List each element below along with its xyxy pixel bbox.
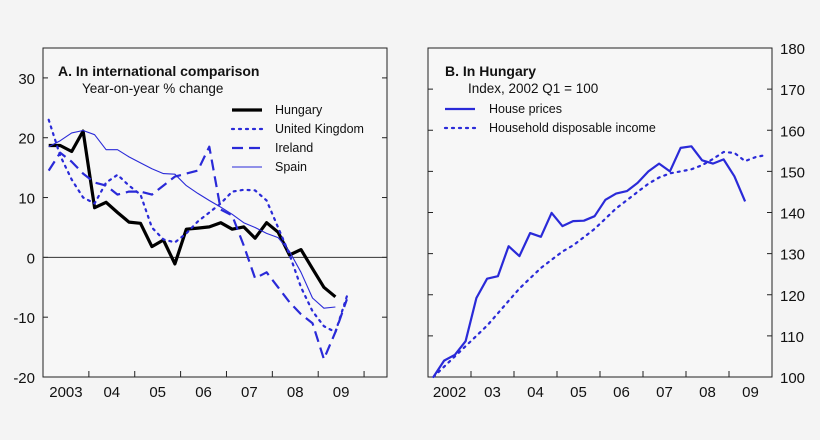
y-tick-label: 100 — [780, 370, 805, 387]
y-tick-label: 20 — [18, 131, 35, 148]
y-tick-label: 150 — [780, 164, 805, 181]
series-line-house-prices — [432, 145, 747, 378]
legend-label-household-disposable-income: Household disposable income — [489, 121, 656, 135]
x-tick-label: 04 — [103, 384, 120, 401]
y-tick-label: -20 — [13, 370, 35, 387]
legend-label-ireland: Ireland — [275, 141, 313, 155]
x-tick-label: 09 — [333, 384, 350, 401]
y-tick-label: 30 — [18, 71, 35, 88]
x-tick-label: 06 — [195, 384, 212, 401]
x-tick-label: 07 — [241, 384, 258, 401]
y-tick-label: 130 — [780, 247, 805, 264]
y-tick-label: 10 — [18, 191, 35, 208]
panel-a-title: A. In international comparison — [58, 63, 259, 79]
series-line-ireland — [47, 145, 348, 361]
y-tick-label: 170 — [780, 82, 805, 99]
series-line-household-disposable-income — [432, 150, 768, 379]
panel-b-frame — [427, 47, 773, 378]
x-tick-label: 04 — [527, 384, 544, 401]
panel-b-title: B. In Hungary — [445, 63, 536, 79]
y-tick-label: 110 — [780, 329, 804, 346]
x-tick-label: 05 — [149, 384, 166, 401]
y-tick-label: 180 — [780, 41, 805, 58]
legend-label-united-kingdom: United Kingdom — [275, 122, 364, 136]
y-tick-label: 0 — [27, 250, 35, 267]
x-tick-label: 08 — [699, 384, 716, 401]
legend-label-house-prices: House prices — [489, 102, 562, 116]
panel-a-frame — [42, 47, 388, 378]
x-tick-label: 08 — [287, 384, 304, 401]
x-tick-label: 09 — [742, 384, 759, 401]
y-tick-label: 140 — [780, 206, 805, 223]
x-tick-label: 06 — [613, 384, 630, 401]
series-line-spain — [48, 129, 336, 309]
panel-a-subtitle: Year-on-year % change — [82, 81, 223, 96]
x-tick-label: 2002 — [433, 384, 466, 401]
y-tick-label: -10 — [13, 310, 35, 327]
panel-a: A. In international comparison Year-on-y… — [13, 47, 388, 401]
legend-label-spain: Spain — [275, 160, 307, 174]
panel-b-subtitle: Index, 2002 Q1 = 100 — [468, 81, 598, 96]
y-tick-label: 160 — [780, 123, 805, 140]
x-tick-label: 05 — [570, 384, 587, 401]
series-line-united-kingdom — [47, 118, 348, 334]
legend-label-hungary: Hungary — [275, 103, 323, 117]
y-tick-label: 120 — [780, 288, 805, 305]
x-tick-label: 03 — [484, 384, 501, 401]
x-tick-label: 2003 — [49, 384, 82, 401]
panel-b: B. In Hungary Index, 2002 Q1 = 100 100 11… — [427, 41, 805, 401]
x-tick-label: 07 — [656, 384, 673, 401]
